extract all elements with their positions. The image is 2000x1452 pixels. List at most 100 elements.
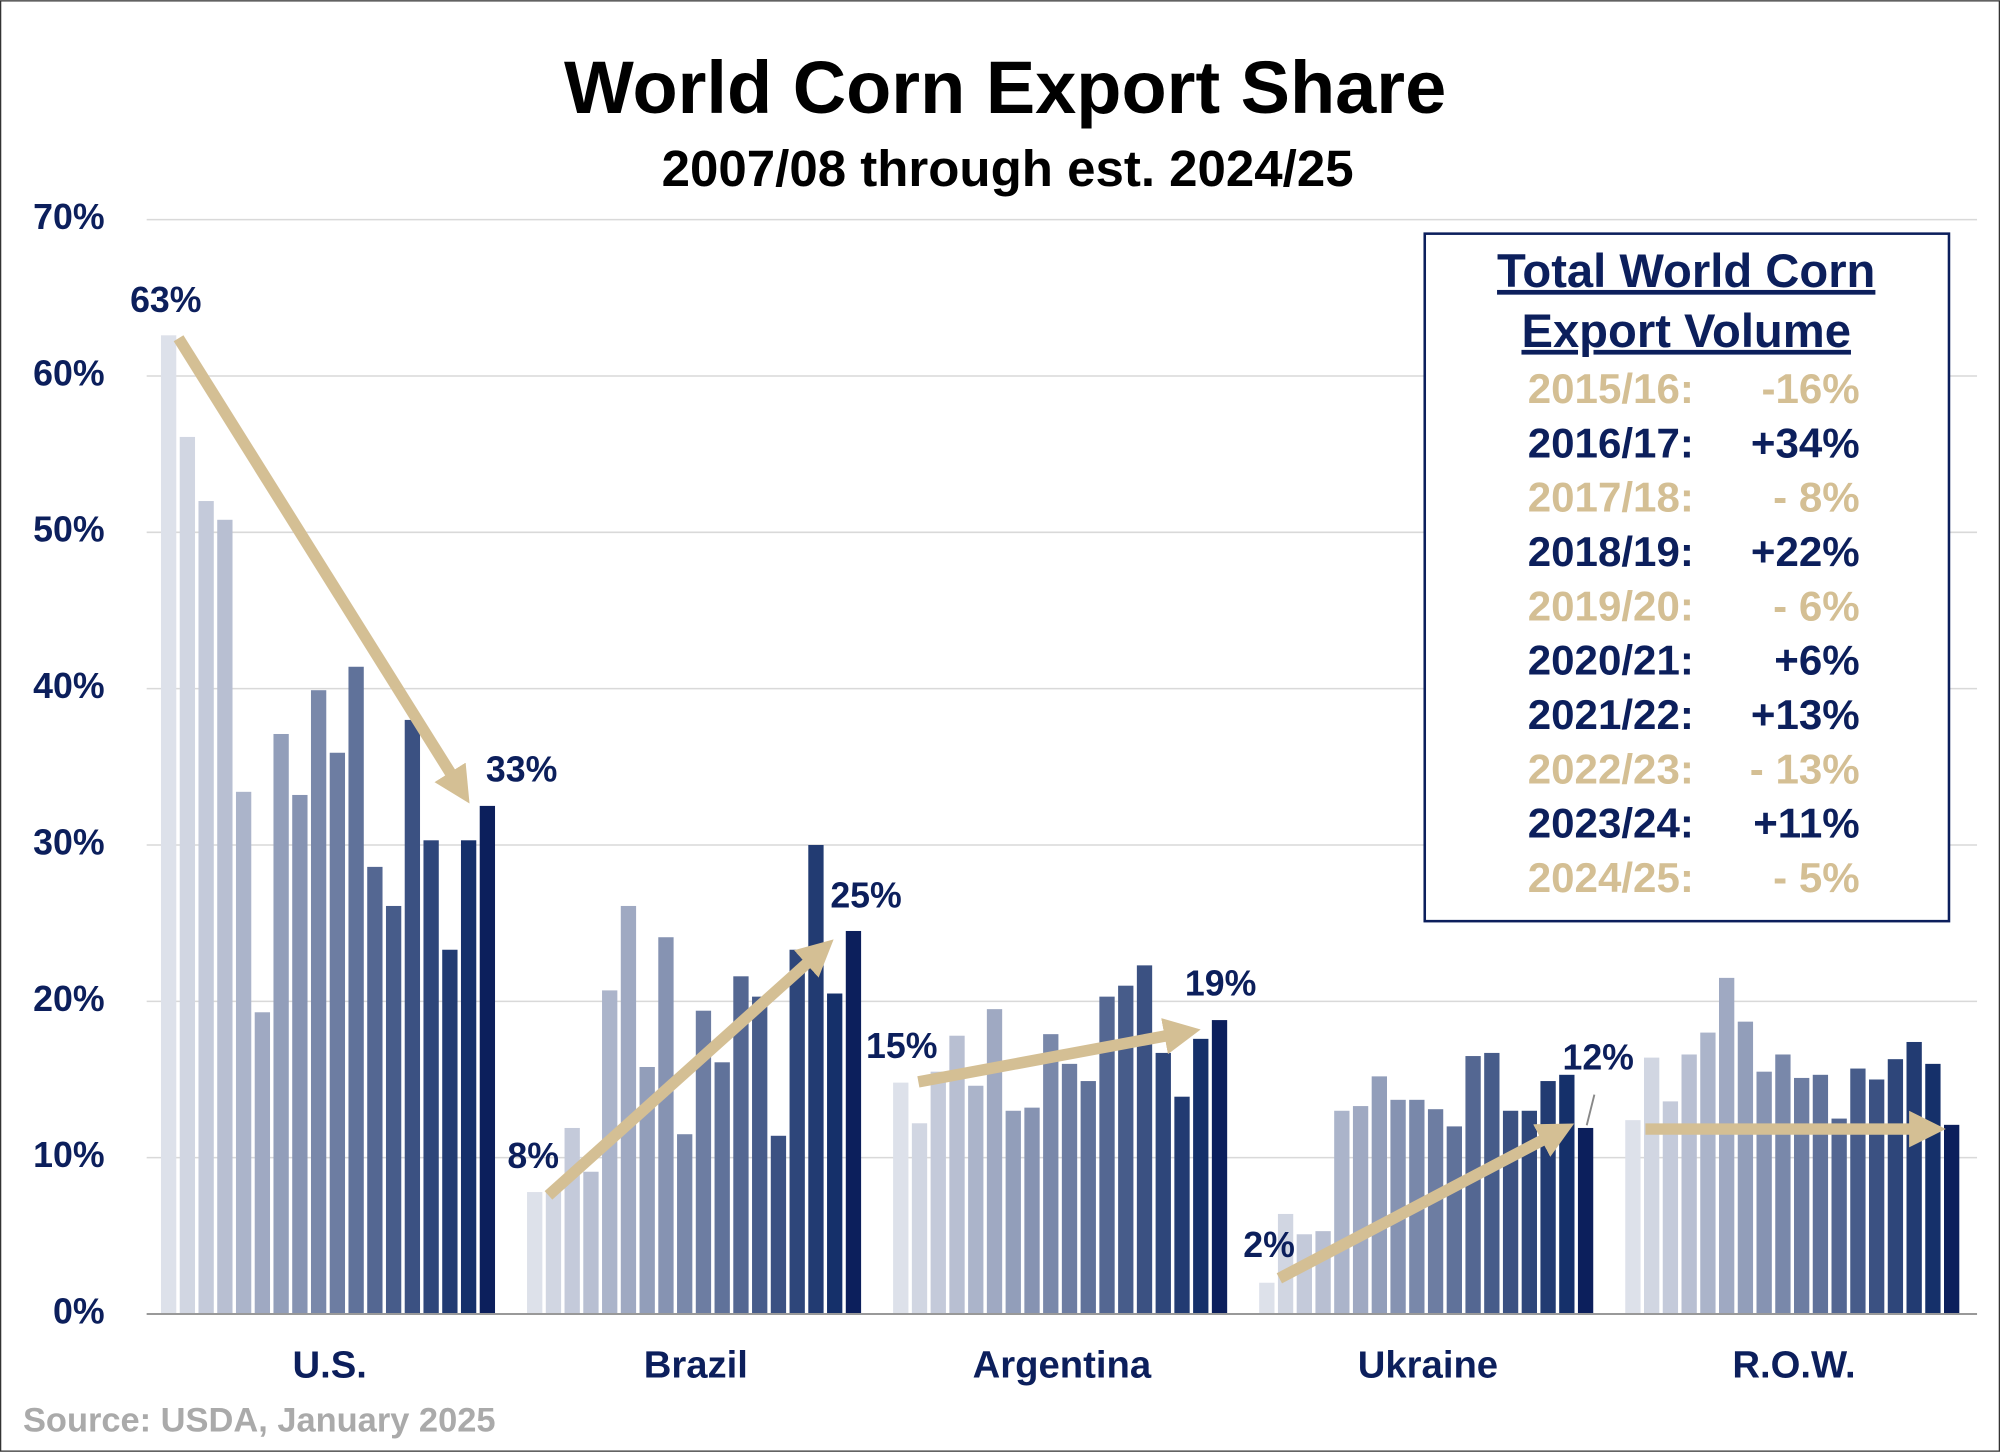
bar: [1193, 1038, 1209, 1315]
bar: [160, 335, 177, 1315]
bar: [1061, 1063, 1078, 1315]
bar: [1737, 1021, 1754, 1315]
bar: [1756, 1071, 1772, 1315]
bar: [1775, 1054, 1791, 1315]
bar: [564, 1127, 580, 1315]
bar: [930, 1071, 946, 1315]
bar: [198, 501, 214, 1315]
bar: [527, 1192, 543, 1315]
bar: [404, 719, 421, 1315]
y-tick-label: 10%: [33, 1135, 104, 1175]
bar: [1465, 1056, 1481, 1315]
box-year: 2019/20:: [1528, 582, 1694, 629]
bar: [1559, 1074, 1575, 1315]
bar: [752, 996, 768, 1315]
bar: [639, 1066, 655, 1315]
y-tick-label: 0%: [53, 1291, 105, 1331]
bar: [235, 791, 252, 1315]
x-tick-label: U.S.: [293, 1344, 367, 1387]
chart-title: World Corn Export Share: [564, 46, 1446, 129]
y-tick-label: 60%: [33, 353, 104, 393]
annotation: 33%: [486, 749, 557, 789]
trend-arrows: [173, 335, 1946, 1284]
bar: [423, 840, 439, 1315]
bar: [583, 1171, 599, 1315]
bar: [1174, 1096, 1190, 1315]
x-tick-label: Brazil: [644, 1344, 748, 1387]
arrow: [173, 335, 470, 804]
box-change: - 5%: [1773, 854, 1860, 901]
bar: [1831, 1118, 1847, 1315]
bar: [1925, 1063, 1941, 1315]
bar: [658, 937, 674, 1315]
annotation: 8%: [507, 1136, 559, 1176]
bar: [1906, 1041, 1922, 1315]
x-tick-label: Ukraine: [1358, 1344, 1498, 1387]
bar: [893, 1082, 909, 1315]
box-year: 2018/19:: [1528, 528, 1694, 575]
bar: [1371, 1076, 1387, 1315]
bar: [677, 1134, 693, 1315]
annotation: 2%: [1243, 1225, 1295, 1265]
y-tick-label: 20%: [33, 979, 104, 1019]
bar: [827, 993, 843, 1315]
box-year: 2016/17:: [1528, 419, 1694, 466]
box-change: +13%: [1751, 691, 1860, 738]
bar: [1155, 1052, 1171, 1315]
bar: [968, 1085, 984, 1315]
annotation: 19%: [1185, 964, 1256, 1004]
bar: [1850, 1068, 1866, 1315]
bar: [695, 1010, 712, 1315]
bar: [292, 794, 308, 1315]
bar: [273, 733, 289, 1315]
arrow: [917, 1018, 1201, 1088]
box-change: - 13%: [1750, 745, 1860, 792]
bar: [545, 1192, 562, 1315]
bar: [1211, 1020, 1228, 1315]
box-title: Export Volume: [1521, 305, 1850, 358]
bars: U.S. Brazil Argentina Ukraine R.O.W.: [160, 335, 1960, 1387]
bar: [1662, 1101, 1679, 1315]
y-tick-label: 40%: [33, 666, 104, 706]
bar: [1887, 1059, 1904, 1315]
bar: [620, 905, 637, 1315]
box-change: +34%: [1751, 419, 1860, 466]
chart-subtitle: 2007/08 through est. 2024/25: [662, 140, 1354, 197]
bar: [460, 840, 477, 1315]
bar: [1296, 1234, 1312, 1315]
bar: [1644, 1057, 1660, 1315]
box-year: 2022/23:: [1528, 745, 1694, 792]
bar: [479, 805, 496, 1315]
bar: [1005, 1110, 1021, 1315]
box-title: Total World Corn: [1497, 245, 1875, 298]
y-tick-label: 70%: [33, 197, 104, 237]
bar: [1625, 1120, 1641, 1315]
bar: [1719, 977, 1735, 1315]
bar: [986, 1009, 1003, 1315]
box-change: - 8%: [1773, 474, 1860, 521]
bar: [1427, 1109, 1444, 1315]
bar: [1080, 1081, 1096, 1315]
bar: [1259, 1282, 1275, 1315]
y-tick-label: 50%: [33, 510, 104, 550]
bar: [1869, 1079, 1885, 1315]
annotation: 12%: [1562, 1038, 1633, 1078]
bar: [442, 949, 458, 1315]
bar: [1812, 1074, 1829, 1315]
annotation: 63%: [130, 280, 201, 320]
arrow: [544, 939, 834, 1200]
box-change: - 6%: [1773, 582, 1860, 629]
x-tick-label: R.O.W.: [1732, 1344, 1855, 1387]
box-year: 2023/24:: [1528, 800, 1694, 847]
bar: [1334, 1110, 1350, 1315]
bar: [1118, 985, 1134, 1315]
bar: [179, 436, 196, 1315]
bar: [845, 930, 862, 1315]
bar: [1352, 1106, 1369, 1315]
box-year: 2020/21:: [1528, 637, 1694, 684]
bar: [367, 866, 383, 1315]
annotations: 63% 33% 8% 25% 15% 19% 2% 12%: [130, 280, 1634, 1265]
bar: [1315, 1231, 1331, 1315]
bar: [789, 949, 805, 1315]
